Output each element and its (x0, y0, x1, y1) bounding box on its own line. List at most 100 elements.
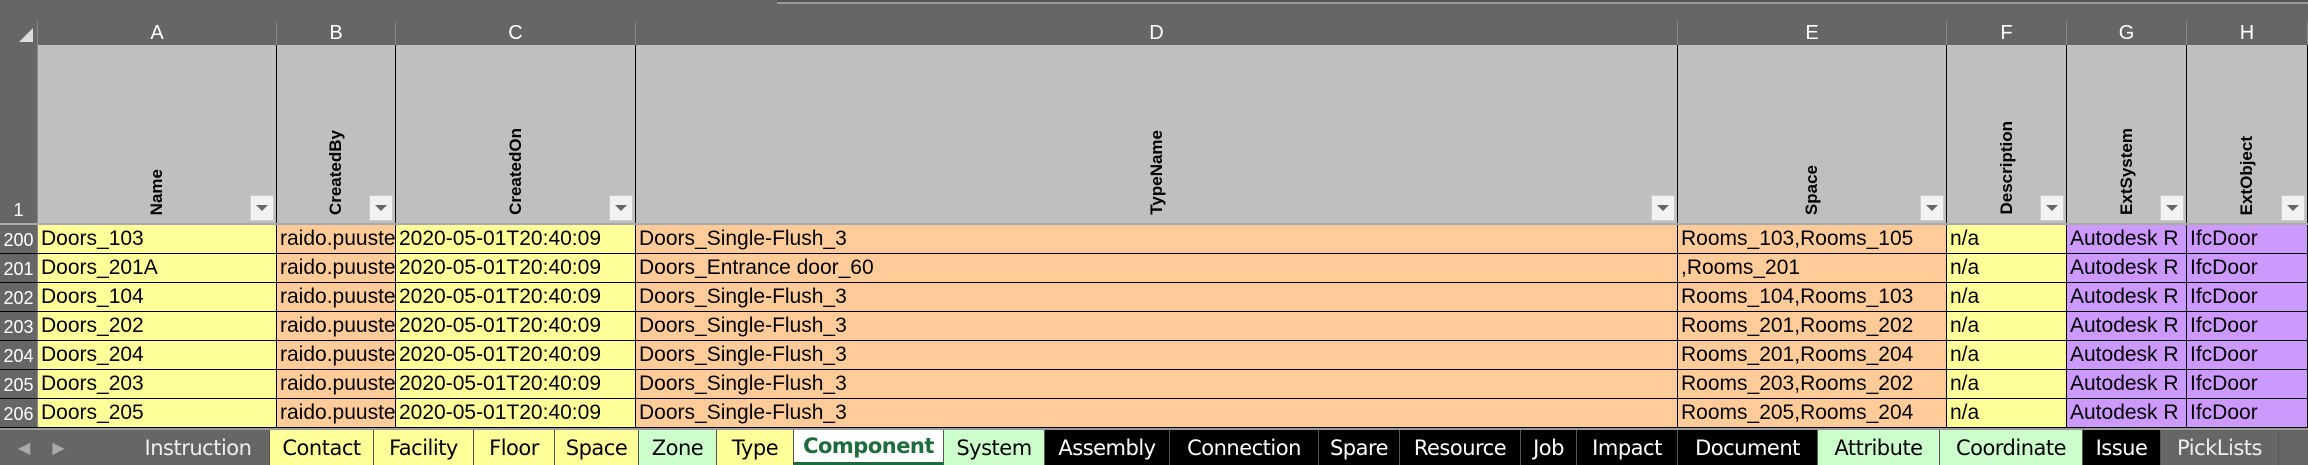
tab-issue[interactable]: Issue (2083, 430, 2161, 465)
tab-facility[interactable]: Facility (374, 430, 474, 465)
cell-D[interactable]: Doors_Single-Flush_3 (636, 283, 1678, 311)
filter-dropdown-icon[interactable] (609, 195, 633, 221)
column-header-C[interactable]: C (396, 21, 636, 45)
column-header-D[interactable]: D (636, 21, 1678, 45)
cell-E[interactable]: Rooms_203,Rooms_202 (1678, 370, 1947, 398)
cell-G[interactable]: Autodesk R (2067, 370, 2187, 398)
select-all-button[interactable] (0, 21, 38, 45)
cell-H[interactable]: IfcDoor (2187, 341, 2308, 369)
cell-C[interactable]: 2020-05-01T20:40:09 (396, 225, 636, 253)
header-cell[interactable]: CreatedOn (396, 45, 636, 223)
filter-dropdown-icon[interactable] (1651, 195, 1675, 221)
cell-H[interactable]: IfcDoor (2187, 312, 2308, 340)
cell-G[interactable]: Autodesk R (2067, 254, 2187, 282)
tab-zone[interactable]: Zone (639, 430, 717, 465)
filter-dropdown-icon[interactable] (2160, 195, 2184, 221)
filter-dropdown-icon[interactable] (250, 195, 274, 221)
tab-contact[interactable]: Contact (270, 430, 374, 465)
cell-F[interactable]: n/a (1947, 254, 2067, 282)
cell-H[interactable]: IfcDoor (2187, 399, 2308, 427)
cell-A[interactable]: Doors_103 (38, 225, 277, 253)
cell-E[interactable]: Rooms_104,Rooms_103 (1678, 283, 1947, 311)
tab-space[interactable]: Space (555, 430, 639, 465)
cell-A[interactable]: Doors_204 (38, 341, 277, 369)
cell-F[interactable]: n/a (1947, 370, 2067, 398)
tab-coordinate[interactable]: Coordinate (1940, 430, 2083, 465)
header-cell[interactable]: ExtObject (2187, 45, 2308, 223)
column-header-B[interactable]: B (277, 21, 396, 45)
cell-B[interactable]: raido.puuste (277, 312, 396, 340)
cell-F[interactable]: n/a (1947, 283, 2067, 311)
header-cell[interactable]: ExtSystem (2067, 45, 2187, 223)
tab-scroll-left-icon[interactable]: ◀ (18, 439, 31, 457)
cell-A[interactable]: Doors_201A (38, 254, 277, 282)
cell-A[interactable]: Doors_203 (38, 370, 277, 398)
tab-document[interactable]: Document (1678, 430, 1818, 465)
tab-picklists[interactable]: PickLists (2161, 430, 2279, 465)
cell-G[interactable]: Autodesk R (2067, 283, 2187, 311)
cell-G[interactable]: Autodesk R (2067, 341, 2187, 369)
header-cell[interactable]: Description (1947, 45, 2067, 223)
row-number[interactable]: 200 (0, 225, 38, 253)
tab-attribute[interactable]: Attribute (1818, 430, 1940, 465)
cell-D[interactable]: Doors_Entrance door_60 (636, 254, 1678, 282)
cell-D[interactable]: Doors_Single-Flush_3 (636, 225, 1678, 253)
column-header-E[interactable]: E (1678, 21, 1947, 45)
cell-F[interactable]: n/a (1947, 399, 2067, 427)
tab-resource[interactable]: Resource (1400, 430, 1521, 465)
cell-D[interactable]: Doors_Single-Flush_3 (636, 370, 1678, 398)
cell-H[interactable]: IfcDoor (2187, 370, 2308, 398)
row-number[interactable]: 202 (0, 283, 38, 311)
filter-dropdown-icon[interactable] (2040, 195, 2064, 221)
cell-B[interactable]: raido.puuste (277, 370, 396, 398)
filter-dropdown-icon[interactable] (2281, 195, 2305, 221)
cell-C[interactable]: 2020-05-01T20:40:09 (396, 370, 636, 398)
cell-D[interactable]: Doors_Single-Flush_3 (636, 341, 1678, 369)
tab-assembly[interactable]: Assembly (1045, 430, 1170, 465)
cell-F[interactable]: n/a (1947, 312, 2067, 340)
tab-floor[interactable]: Floor (474, 430, 555, 465)
tab-instruction[interactable]: Instruction (127, 430, 270, 465)
cell-D[interactable]: Doors_Single-Flush_3 (636, 399, 1678, 427)
cell-C[interactable]: 2020-05-01T20:40:09 (396, 341, 636, 369)
cell-E[interactable]: Rooms_205,Rooms_204 (1678, 399, 1947, 427)
cell-C[interactable]: 2020-05-01T20:40:09 (396, 312, 636, 340)
tab-connection[interactable]: Connection (1170, 430, 1319, 465)
row-number[interactable]: 205 (0, 370, 38, 398)
header-cell[interactable]: CreatedBy (277, 45, 396, 223)
row-number[interactable]: 1 (0, 45, 38, 223)
cell-F[interactable]: n/a (1947, 225, 2067, 253)
cell-F[interactable]: n/a (1947, 341, 2067, 369)
cell-C[interactable]: 2020-05-01T20:40:09 (396, 254, 636, 282)
cell-D[interactable]: Doors_Single-Flush_3 (636, 312, 1678, 340)
cell-E[interactable]: Rooms_201,Rooms_204 (1678, 341, 1947, 369)
column-header-H[interactable]: H (2187, 21, 2308, 45)
cell-E[interactable]: Rooms_103,Rooms_105 (1678, 225, 1947, 253)
row-number[interactable]: 203 (0, 312, 38, 340)
cell-B[interactable]: raido.puuste (277, 399, 396, 427)
cell-E[interactable]: ,Rooms_201 (1678, 254, 1947, 282)
cell-C[interactable]: 2020-05-01T20:40:09 (396, 283, 636, 311)
cell-H[interactable]: IfcDoor (2187, 283, 2308, 311)
tab-system[interactable]: System (944, 430, 1045, 465)
cell-A[interactable]: Doors_205 (38, 399, 277, 427)
row-number[interactable]: 201 (0, 254, 38, 282)
header-cell[interactable]: TypeName (636, 45, 1678, 223)
tab-impact[interactable]: Impact (1577, 430, 1678, 465)
tab-job[interactable]: Job (1521, 430, 1577, 465)
cell-G[interactable]: Autodesk R (2067, 399, 2187, 427)
tab-scroll-right-icon[interactable]: ▶ (52, 439, 65, 457)
filter-dropdown-icon[interactable] (369, 195, 393, 221)
tab-type[interactable]: Type (717, 430, 794, 465)
column-header-G[interactable]: G (2067, 21, 2187, 45)
row-number[interactable]: 206 (0, 399, 38, 427)
cell-C[interactable]: 2020-05-01T20:40:09 (396, 399, 636, 427)
cell-G[interactable]: Autodesk R (2067, 312, 2187, 340)
tab-spare[interactable]: Spare (1319, 430, 1400, 465)
cell-H[interactable]: IfcDoor (2187, 225, 2308, 253)
filter-dropdown-icon[interactable] (1920, 195, 1944, 221)
cell-B[interactable]: raido.puuste (277, 341, 396, 369)
cell-E[interactable]: Rooms_201,Rooms_202 (1678, 312, 1947, 340)
cell-H[interactable]: IfcDoor (2187, 254, 2308, 282)
row-number[interactable]: 204 (0, 341, 38, 369)
